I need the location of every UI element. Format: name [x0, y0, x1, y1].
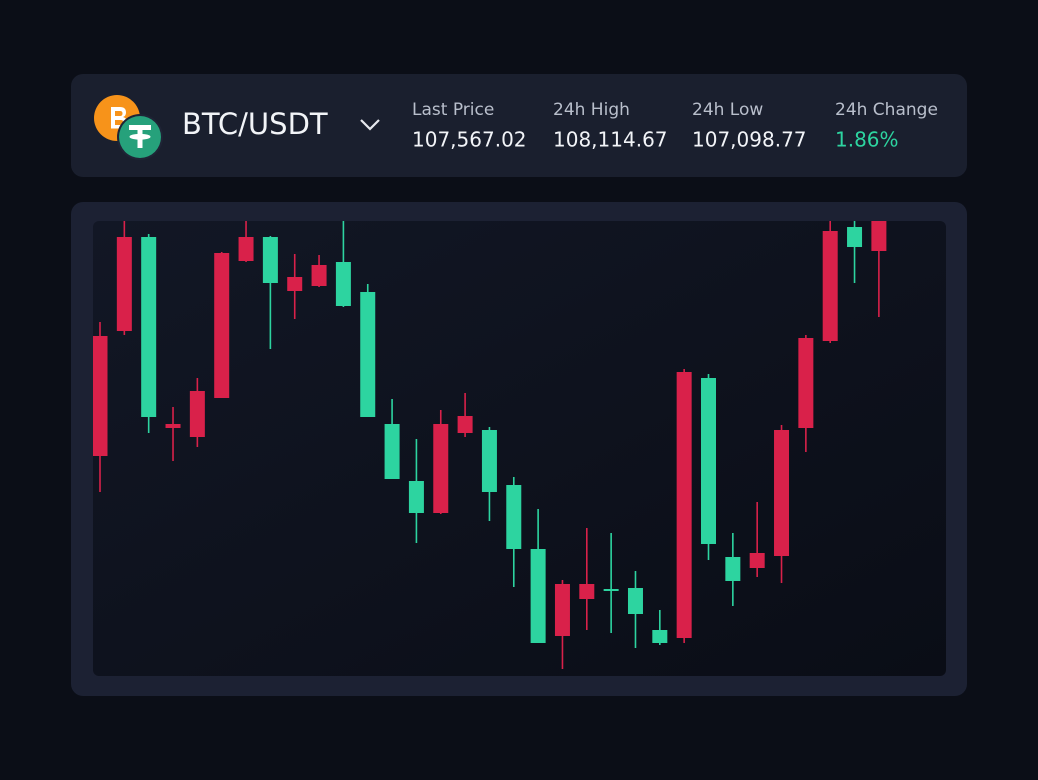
candle-body: [676, 372, 692, 638]
candle-body: [627, 588, 643, 614]
stat-label: 24h Change: [835, 100, 938, 120]
candle-body: [554, 584, 570, 636]
candle-body: [847, 227, 863, 247]
candle-body: [214, 253, 230, 398]
candle-body: [530, 549, 546, 643]
btc-glyph: [111, 107, 127, 129]
candle-body: [189, 391, 205, 437]
candle-body: [603, 589, 619, 591]
candle-body: [262, 237, 278, 283]
candle-body: [116, 237, 132, 331]
candle-body: [725, 557, 741, 581]
candle-body: [93, 336, 108, 456]
candle-body: [579, 584, 595, 599]
candle-body: [141, 237, 157, 417]
candle-body: [457, 416, 473, 433]
stat-label: 24h Low: [692, 100, 763, 120]
candle-body: [311, 265, 327, 286]
candle-body: [408, 481, 424, 513]
stat-value: 1.86%: [835, 128, 899, 152]
candle-body: [481, 430, 497, 492]
candle-body: [165, 424, 181, 428]
candles: [93, 221, 887, 669]
candle-body: [238, 237, 254, 261]
candle-body: [871, 221, 887, 251]
candle-body: [360, 292, 376, 417]
candle-body: [652, 630, 668, 643]
candle-body: [384, 424, 400, 479]
pair-icons[interactable]: [94, 95, 163, 160]
stats: Last Price 107,567.02 24h High 108,114.67 24…: [412, 100, 938, 152]
header-card: [71, 74, 967, 177]
candle-body: [774, 430, 790, 556]
candle-body: [506, 485, 522, 549]
candle-body: [433, 424, 449, 513]
stat-label: 24h High: [553, 100, 630, 120]
dropdown-chevron[interactable]: [360, 119, 380, 131]
usdt-glyph: [129, 125, 151, 148]
candle-body: [335, 262, 351, 306]
candle-body: [822, 231, 838, 341]
pair-name[interactable]: BTC/USDT: [182, 107, 328, 141]
stat-label: Last Price: [412, 100, 494, 120]
candle-body: [287, 277, 303, 291]
stat-value: 107,567.02: [412, 128, 527, 152]
candle-body: [749, 553, 765, 568]
candle-body: [798, 338, 814, 428]
candle-body: [701, 378, 716, 544]
stat-value: 108,114.67: [553, 128, 668, 152]
stat-value: 107,098.77: [692, 128, 807, 152]
